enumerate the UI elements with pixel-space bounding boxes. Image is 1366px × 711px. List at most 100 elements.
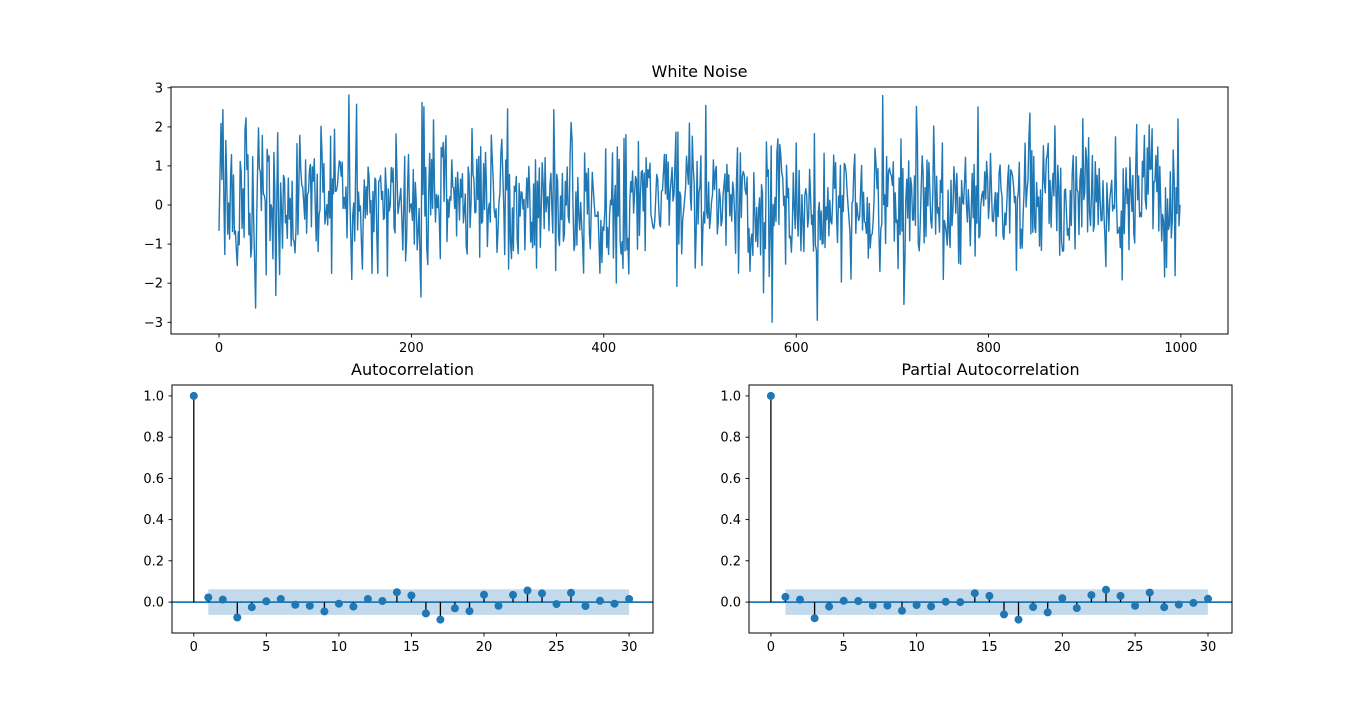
y-tick-label: 1.0 [720, 389, 741, 404]
x-axis: 0 5 10 15 20 25 30 [767, 633, 1217, 655]
lag-marker [204, 593, 213, 602]
lag-marker [349, 602, 358, 611]
lag-marker [1189, 598, 1198, 607]
x-tick-label: 600 [784, 341, 809, 356]
partial-autocorrelation-title: Partial Autocorrelation [901, 360, 1080, 379]
lag-marker [625, 595, 634, 603]
y-tick-label: 0.4 [143, 513, 164, 528]
white-noise-title: White Noise [651, 62, 748, 81]
lag-marker [1160, 603, 1169, 612]
lag-marker [854, 597, 863, 605]
lag-marker [189, 391, 198, 400]
lag-marker [523, 586, 532, 595]
lag-marker [465, 607, 474, 616]
lag-marker [450, 604, 459, 613]
x-tick-label: 15 [981, 640, 998, 655]
y-tick-label: 0 [155, 199, 163, 214]
y-tick-label: 0.0 [143, 596, 164, 611]
lag-marker [610, 599, 619, 608]
lag-marker [839, 596, 848, 605]
lag-marker [912, 601, 921, 609]
lag-marker [276, 595, 285, 603]
y-tick-label: −2 [144, 277, 163, 292]
y-tick-label: 0.2 [720, 554, 741, 569]
lag-marker [1174, 600, 1183, 609]
y-tick-label: 0.6 [143, 472, 164, 487]
lag-marker [927, 602, 936, 611]
y-tick-label: 0.0 [720, 596, 741, 611]
x-tick-label: 5 [840, 640, 848, 655]
lag-marker [1116, 591, 1125, 600]
lag-marker [509, 590, 517, 599]
stems [770, 395, 1209, 620]
x-axis: 0 5 10 15 20 25 30 [190, 633, 638, 655]
x-tick-label: 800 [976, 341, 1001, 356]
lag-marker [985, 591, 994, 600]
lag-marker [970, 589, 979, 598]
lag-marker [436, 615, 445, 624]
x-tick-label: 15 [403, 640, 420, 655]
x-tick-label: 30 [621, 640, 638, 655]
x-tick-label: 30 [1200, 640, 1217, 655]
markers [189, 391, 634, 624]
y-tick-label: 1 [155, 159, 163, 174]
lag-marker [1204, 594, 1212, 603]
lag-marker [581, 602, 590, 610]
y-tick-label: 0.2 [143, 554, 164, 569]
lag-marker [1029, 603, 1038, 611]
lag-marker [825, 602, 834, 611]
lag-marker [956, 598, 965, 607]
x-tick-label: 0 [215, 341, 223, 356]
lag-marker [538, 589, 546, 598]
lag-marker [1131, 601, 1140, 610]
x-tick-label: 1000 [1164, 341, 1197, 356]
lag-marker [781, 592, 790, 601]
lag-marker [1072, 604, 1081, 613]
y-tick-label: 0.6 [720, 472, 741, 487]
lag-marker [407, 591, 416, 600]
white_noise-plot: 0 200 400 600 800 1000 3 2 1 0 −1 −2 −3 [144, 81, 1229, 356]
lag-marker [810, 614, 819, 623]
lag-marker [233, 613, 242, 622]
lag-marker [567, 588, 575, 597]
lag-marker [320, 607, 329, 616]
lag-marker [1000, 610, 1008, 619]
x-tick-label: 0 [767, 640, 775, 655]
y-tick-label: −1 [144, 238, 163, 253]
x-tick-label: 10 [331, 640, 348, 655]
axes-box [748, 384, 1233, 634]
lag-marker [883, 601, 892, 610]
lag-marker [1014, 615, 1023, 624]
y-tick-label: 0.8 [720, 431, 741, 446]
x-tick-label: 25 [1127, 640, 1144, 655]
lag-marker [1102, 585, 1110, 594]
x-tick-label: 20 [1054, 640, 1071, 655]
lag-marker [766, 391, 775, 400]
lag-marker [596, 596, 604, 605]
axes-box [171, 384, 654, 634]
lag-marker [378, 597, 387, 605]
markers [766, 391, 1212, 624]
lag-marker [898, 606, 906, 615]
noise-line [218, 94, 1181, 323]
x-tick-label: 400 [591, 341, 616, 356]
lag-marker [363, 595, 372, 603]
y-tick-label: 3 [155, 81, 163, 96]
y-axis: 1.0 0.8 0.6 0.4 0.2 0.0 [720, 389, 749, 611]
lag-marker [1087, 591, 1096, 600]
lag-marker [247, 603, 256, 612]
lag-marker [552, 600, 561, 609]
y-tick-label: 0.8 [143, 431, 164, 446]
lag-marker [1043, 608, 1052, 617]
y-tick-label: 2 [155, 120, 163, 135]
lag-marker [480, 590, 488, 599]
y-axis: 1.0 0.8 0.6 0.4 0.2 0.0 [143, 389, 172, 611]
x-tick-label: 20 [476, 640, 493, 655]
stems [193, 395, 630, 620]
x-tick-label: 5 [262, 640, 270, 655]
y-tick-label: −3 [144, 316, 163, 331]
lag-marker [494, 601, 503, 610]
y-tick-label: 1.0 [143, 389, 164, 404]
x-tick-label: 10 [908, 640, 925, 655]
